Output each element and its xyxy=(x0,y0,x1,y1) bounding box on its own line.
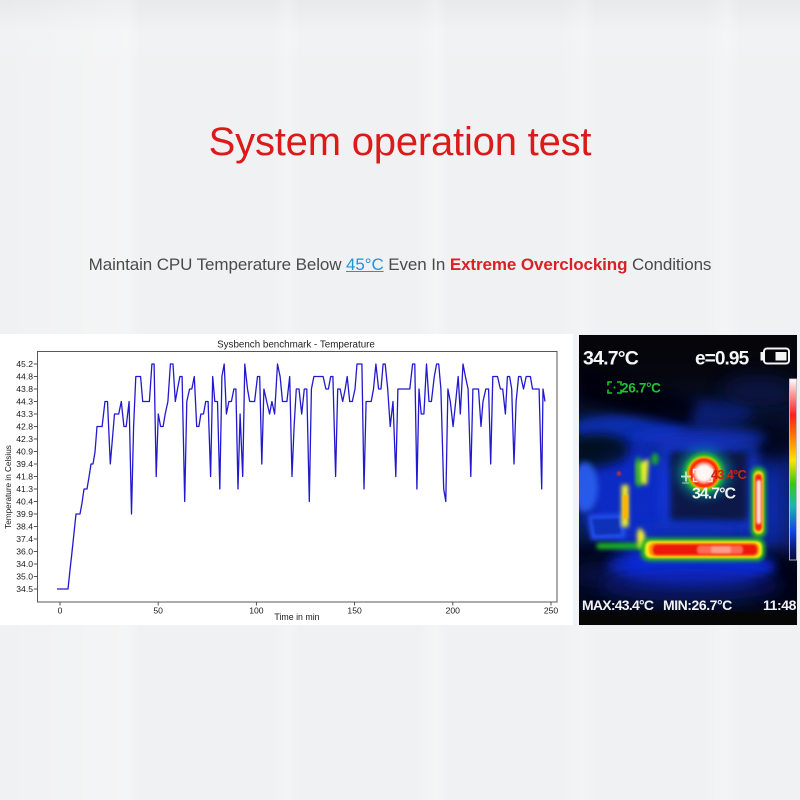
svg-text:43.4°C: 43.4°C xyxy=(711,467,748,482)
svg-text:44.8: 44.8 xyxy=(16,371,33,381)
svg-text:Sysbench benchmark - Temperatu: Sysbench benchmark - Temperature xyxy=(217,340,375,351)
svg-text:34.7°C: 34.7°C xyxy=(583,348,639,370)
svg-text:0: 0 xyxy=(58,606,63,616)
svg-text:40.4: 40.4 xyxy=(16,496,33,506)
svg-text:36.0: 36.0 xyxy=(16,546,33,556)
svg-text:250: 250 xyxy=(544,606,559,616)
svg-text:37.4: 37.4 xyxy=(16,534,33,544)
svg-text:42.3: 42.3 xyxy=(16,434,33,444)
svg-text:43.8: 43.8 xyxy=(16,384,33,394)
svg-text:MAX:43.4°C: MAX:43.4°C xyxy=(582,597,654,613)
svg-text:45.2: 45.2 xyxy=(16,359,33,369)
svg-text:34.7°C: 34.7°C xyxy=(692,486,737,503)
svg-text:38.4: 38.4 xyxy=(16,521,33,531)
svg-text:26.7°C: 26.7°C xyxy=(621,381,661,396)
svg-text:43.3: 43.3 xyxy=(16,409,33,419)
svg-text:100: 100 xyxy=(249,606,264,616)
svg-text:42.8: 42.8 xyxy=(16,421,33,431)
svg-text:200: 200 xyxy=(446,606,461,616)
svg-text:e=0.95: e=0.95 xyxy=(695,349,750,370)
svg-text:35.0: 35.0 xyxy=(16,571,33,581)
svg-text:41.3: 41.3 xyxy=(16,484,33,494)
svg-text:40.9: 40.9 xyxy=(16,446,33,456)
svg-text:34.5: 34.5 xyxy=(16,584,33,594)
svg-text:Time in min: Time in min xyxy=(274,612,319,622)
svg-text:50: 50 xyxy=(153,606,163,616)
svg-text:39.9: 39.9 xyxy=(16,509,33,519)
svg-text:MIN:26.7°C: MIN:26.7°C xyxy=(663,597,732,613)
svg-text:34.0: 34.0 xyxy=(16,559,33,569)
svg-text:Temperature in Celsius: Temperature in Celsius xyxy=(4,445,13,529)
svg-text:39.4: 39.4 xyxy=(16,459,33,469)
svg-text:150: 150 xyxy=(347,606,362,616)
svg-text:41.8: 41.8 xyxy=(16,471,33,481)
svg-text:44.3: 44.3 xyxy=(16,396,33,406)
svg-text:11:48: 11:48 xyxy=(763,597,797,613)
